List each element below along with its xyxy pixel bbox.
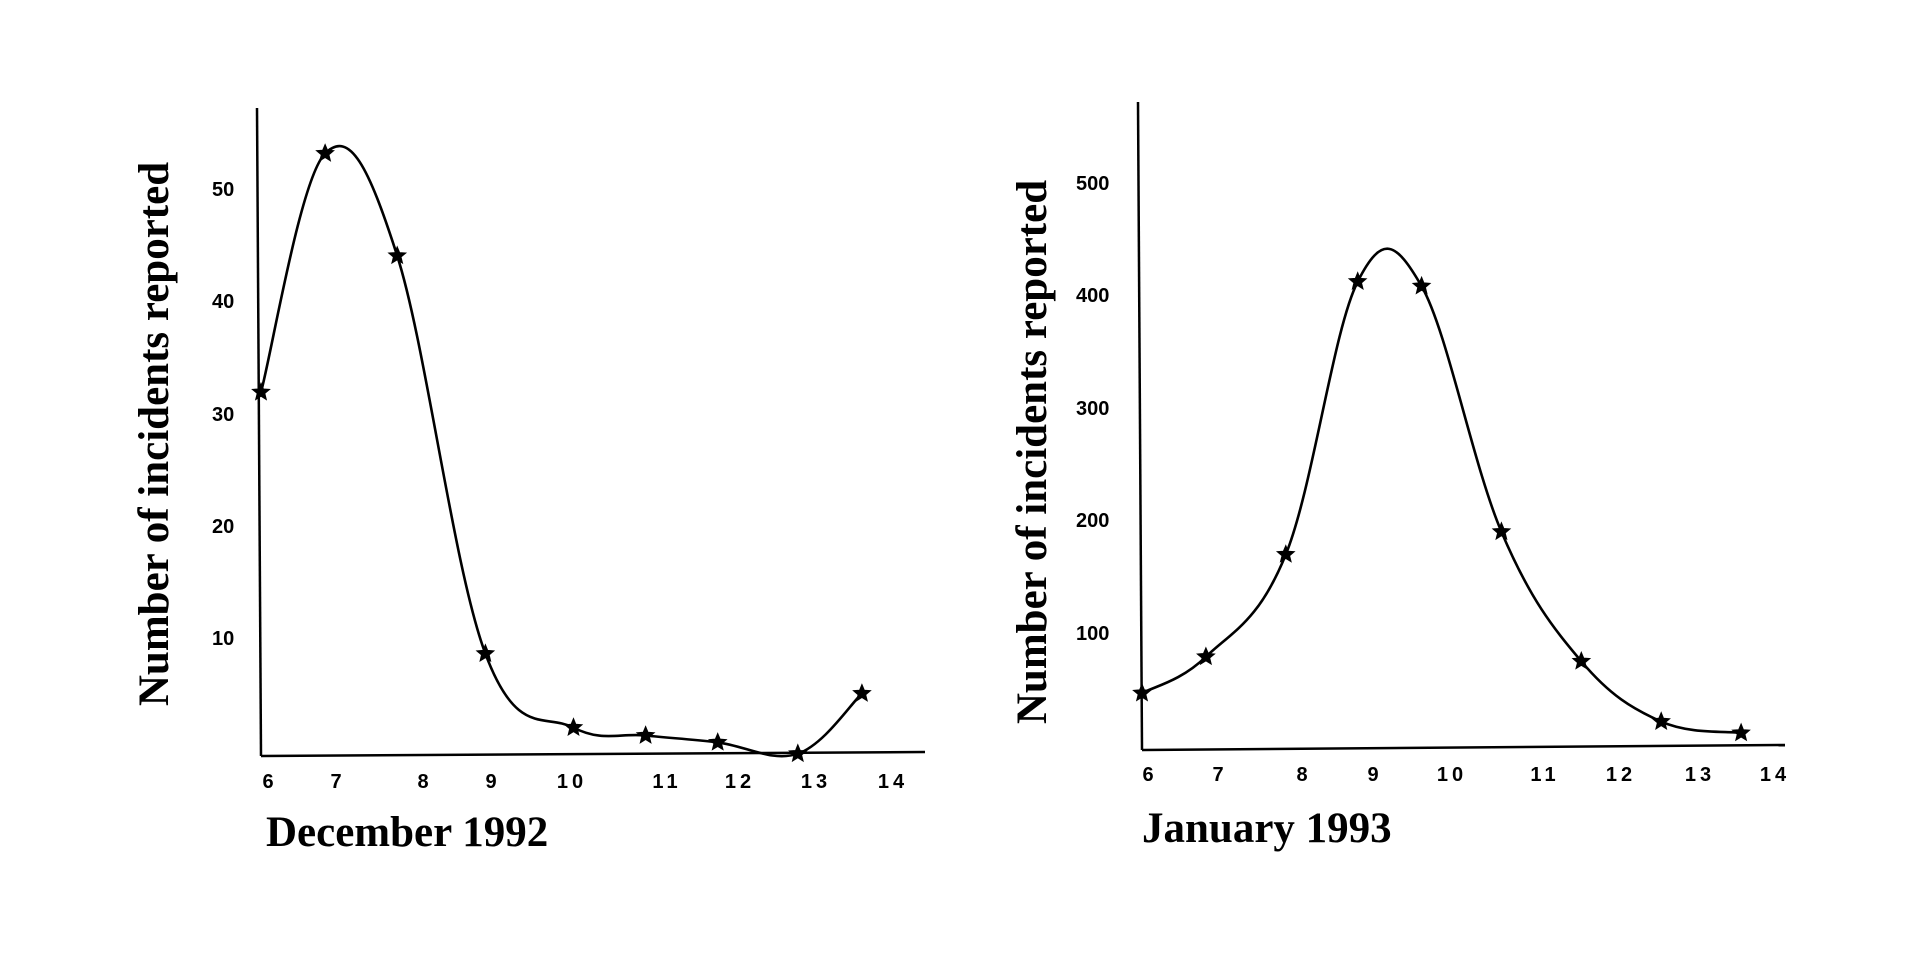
data-point-star (563, 717, 584, 736)
data-point-star (387, 245, 408, 265)
x-axis-line (1141, 743, 1786, 752)
data-point-star (1275, 544, 1296, 563)
series-line (259, 144, 863, 758)
chart-january-1993: 100 200 300 400 500 6 7 8 9 10 11 12 13 … (1009, 101, 1790, 852)
x-tick-label: 11 (1530, 764, 1559, 786)
y-tick-label: 400 (1076, 285, 1109, 307)
data-point-star (1411, 275, 1432, 295)
y-tick-label: 10 (212, 628, 234, 650)
x-tick-label: 14 (878, 771, 908, 793)
x-tick-label: 13 (801, 771, 831, 793)
y-axis-line (255, 107, 263, 757)
series-markers (251, 143, 872, 763)
x-tick-label: 6 (262, 771, 273, 793)
x-tick-label: 14 (1760, 764, 1790, 786)
x-axis-label: December 1992 (266, 809, 548, 856)
data-point-star (1731, 722, 1751, 742)
y-tick-label: 30 (212, 404, 234, 426)
x-tick-label: 9 (485, 771, 496, 793)
y-axis-label: Number of incidents reported (1009, 180, 1056, 724)
x-axis-label: January 1993 (1142, 805, 1392, 852)
data-point-star (251, 381, 271, 401)
x-tick-label: 9 (1367, 764, 1378, 786)
x-tick-label: 13 (1685, 764, 1715, 786)
data-point-star (1347, 271, 1368, 290)
data-point-star (475, 643, 496, 663)
data-point-star (852, 683, 872, 702)
data-point-star (788, 743, 808, 763)
x-tick-label: 6 (1142, 764, 1153, 786)
x-tick-label: 10 (1437, 764, 1467, 786)
y-tick-label: 40 (212, 291, 234, 313)
y-tick-label: 200 (1076, 510, 1109, 532)
series-markers (1132, 271, 1751, 742)
series-line (1141, 247, 1742, 735)
data-point-star (1571, 650, 1592, 670)
data-point-star (1651, 711, 1671, 730)
y-tick-label: 50 (212, 179, 234, 201)
x-tick-label: 10 (557, 771, 587, 793)
x-tick-label: 7 (1212, 764, 1223, 786)
y-tick-label: 300 (1076, 398, 1109, 420)
x-tick-label: 7 (330, 771, 341, 793)
x-tick-label: 8 (1296, 764, 1307, 786)
y-tick-label: 100 (1076, 623, 1109, 645)
data-point-star (1491, 521, 1512, 541)
data-point-star (1132, 682, 1152, 702)
x-tick-label: 12 (1606, 764, 1636, 786)
x-axis-line (260, 750, 926, 758)
y-tick-label: 500 (1076, 173, 1109, 195)
data-point-star (1196, 646, 1216, 666)
y-tick-label: 20 (212, 516, 234, 538)
data-point-star (707, 732, 728, 751)
data-point-star (635, 725, 656, 744)
x-tick-label: 8 (417, 771, 428, 793)
y-axis-line (1136, 101, 1144, 751)
x-tick-label: 12 (725, 771, 755, 793)
chart-december-1992: 10 20 30 40 50 6 7 8 9 10 11 12 13 14 Nu… (131, 107, 926, 856)
y-axis-label: Number of incidents reported (131, 162, 178, 706)
x-tick-label: 11 (652, 771, 681, 793)
data-point-star (315, 143, 335, 162)
